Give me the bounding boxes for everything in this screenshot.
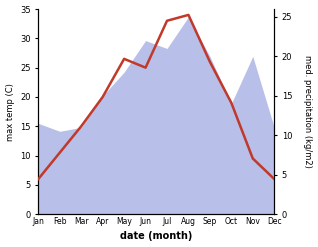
Y-axis label: max temp (C): max temp (C) bbox=[5, 83, 15, 141]
Y-axis label: med. precipitation (kg/m2): med. precipitation (kg/m2) bbox=[303, 55, 313, 168]
X-axis label: date (month): date (month) bbox=[120, 231, 192, 242]
